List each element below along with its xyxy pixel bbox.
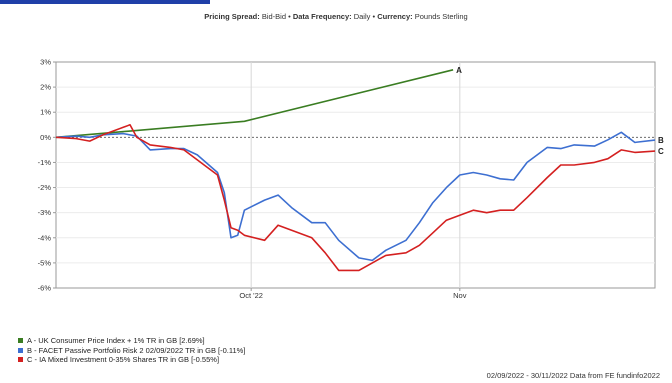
y-tick-label: 0% bbox=[40, 133, 51, 142]
legend-label-a: A - UK Consumer Price Index + 1% TR in G… bbox=[27, 336, 205, 345]
spread-value: Bid-Bid bbox=[261, 12, 287, 21]
separator: • bbox=[288, 12, 291, 21]
y-tick-label: -4% bbox=[38, 233, 52, 242]
legend-swatch-a bbox=[18, 338, 23, 344]
legend-label-b: B - FACET Passive Portfolio Risk 2 02/09… bbox=[27, 345, 246, 355]
y-tick-label: -2% bbox=[38, 183, 52, 192]
header-rule bbox=[0, 0, 210, 4]
legend-swatch-c bbox=[18, 357, 23, 363]
x-tick-label: Nov bbox=[453, 291, 467, 300]
separator: • bbox=[372, 12, 376, 21]
y-tick-label: -1% bbox=[38, 158, 52, 167]
frequency-label: Data Frequency: bbox=[292, 12, 352, 21]
chart-legend: A - UK Consumer Price Index + 1% TR in G… bbox=[18, 336, 245, 365]
y-tick-label: -5% bbox=[38, 258, 52, 267]
series-line-a bbox=[55, 69, 454, 139]
legend-item-b: B - FACET Passive Portfolio Risk 2 02/09… bbox=[18, 346, 245, 356]
spread-label: Pricing Spread: bbox=[204, 12, 260, 21]
legend-item-a: A - UK Consumer Price Index + 1% TR in G… bbox=[18, 336, 245, 346]
legend-item-c: C - IA Mixed Investment 0-35% Shares TR … bbox=[18, 355, 245, 365]
currency-value: Pounds Sterling bbox=[414, 12, 468, 21]
chart-subtitle: Pricing Spread: Bid-Bid • Data Frequency… bbox=[0, 12, 672, 21]
plot-area bbox=[55, 61, 656, 289]
y-tick-label: -3% bbox=[38, 208, 52, 217]
series-end-label-c: C bbox=[658, 147, 664, 156]
frequency-value: Daily bbox=[353, 12, 371, 21]
x-tick-label: Oct '22 bbox=[239, 291, 263, 300]
y-tick-label: 3% bbox=[40, 58, 51, 67]
series-line-b bbox=[55, 131, 656, 262]
y-tick-label: 2% bbox=[40, 83, 51, 92]
y-tick-label: 1% bbox=[40, 108, 51, 117]
series-line-c bbox=[55, 124, 656, 272]
date-range-source: 02/09/2022 - 30/11/2022 Data from FE fun… bbox=[486, 371, 660, 380]
legend-swatch-b bbox=[18, 347, 23, 353]
legend-label-c: C - IA Mixed Investment 0-35% Shares TR … bbox=[27, 355, 220, 364]
series-end-label-a: A bbox=[456, 66, 462, 75]
currency-label: Currency: bbox=[377, 12, 413, 21]
y-tick-label: -6% bbox=[38, 284, 52, 293]
series-end-label-b: B bbox=[658, 136, 664, 145]
